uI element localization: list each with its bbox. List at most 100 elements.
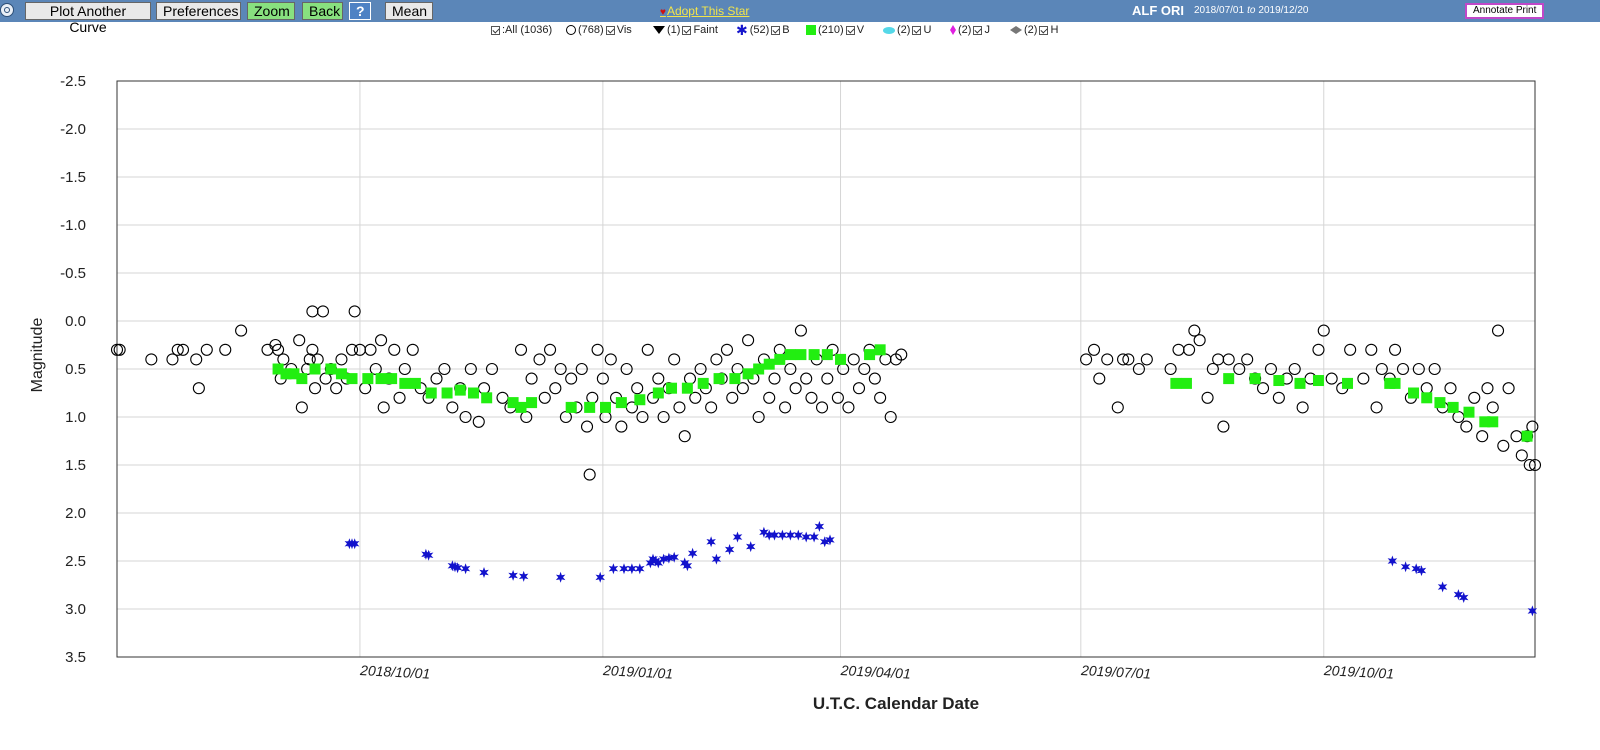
b-point — [344, 538, 355, 550]
vis-point — [335, 353, 348, 366]
v-point — [600, 401, 612, 413]
vis-point — [176, 343, 190, 356]
v-point — [1434, 397, 1446, 409]
v-point — [386, 373, 398, 385]
b-point — [801, 531, 811, 543]
checkbox-icon[interactable] — [1039, 25, 1049, 35]
plot-another-curve-button[interactable]: Plot Another Curve — [25, 2, 151, 35]
v-point — [1463, 406, 1475, 418]
checkbox-icon[interactable] — [973, 25, 983, 35]
b-point — [1387, 555, 1398, 567]
v-point — [454, 384, 466, 396]
legend-item-faint[interactable]: (1) Faint — [653, 24, 718, 36]
vis-point — [583, 468, 596, 481]
legend-item-v[interactable]: (210) V — [806, 24, 864, 36]
legend-item-vis[interactable]: (768) Vis — [566, 24, 632, 36]
y-tick-label: -0.5 — [60, 265, 86, 282]
vis-point — [1412, 362, 1425, 376]
b-point — [645, 557, 656, 569]
x-tick-label: 2019/07/01 — [1080, 662, 1152, 682]
vis-point — [1241, 353, 1254, 366]
b-point — [658, 553, 669, 565]
vis-point — [1188, 324, 1201, 337]
square-icon — [806, 25, 816, 35]
checkbox-icon[interactable] — [912, 25, 922, 35]
vis-point — [1491, 324, 1505, 337]
legend-item-all[interactable]: :All (1036) — [489, 24, 552, 36]
help-button[interactable]: ? — [349, 2, 371, 20]
vis-point — [815, 401, 829, 414]
v-point — [1273, 375, 1285, 387]
vis-point — [459, 410, 472, 424]
legend-count: (2) — [1024, 24, 1038, 36]
checkbox-icon[interactable] — [682, 25, 692, 35]
y-tick-label: 3.5 — [65, 649, 86, 666]
heart-icon: ♥ — [660, 7, 666, 18]
checkbox-icon[interactable] — [491, 25, 500, 35]
b-point — [1453, 589, 1464, 601]
b-point — [724, 544, 735, 555]
vis-point — [1497, 439, 1510, 452]
b-point — [809, 531, 819, 543]
checkbox-icon[interactable] — [605, 25, 615, 35]
legend-label: U — [923, 24, 932, 36]
v-point — [634, 394, 646, 406]
v-point — [697, 377, 709, 389]
vis-point — [1132, 362, 1145, 376]
vis-point — [514, 343, 528, 356]
settings-icon[interactable] — [0, 3, 14, 17]
circle-icon — [566, 25, 576, 35]
vis-point — [580, 420, 594, 433]
legend-item-u[interactable]: (2) U — [883, 24, 931, 36]
vis-point — [1111, 401, 1124, 414]
v-point — [1294, 377, 1306, 389]
vis-point — [1087, 343, 1101, 356]
checkbox-icon[interactable] — [771, 25, 781, 35]
vis-point — [842, 401, 855, 414]
vis-point — [1344, 343, 1357, 356]
back-button[interactable]: Back — [302, 2, 343, 20]
v-point — [507, 397, 519, 409]
b-point — [777, 529, 788, 541]
legend-item-b[interactable]: ✱ (52) B — [736, 22, 790, 38]
b-point — [627, 563, 637, 575]
x-tick-label: 2019/10/01 — [1323, 662, 1395, 682]
vis-point — [895, 348, 908, 361]
adopt-star-link[interactable]: ♥Adopt This Star — [660, 4, 749, 18]
v-point — [1447, 401, 1459, 413]
zoom-button[interactable]: Zoom — [247, 2, 295, 20]
series-b — [344, 520, 1538, 617]
v-point — [441, 387, 453, 399]
legend-item-j[interactable]: (2) J — [950, 24, 990, 36]
v-point — [565, 401, 577, 413]
b-point — [479, 567, 489, 578]
star-icon: ✱ — [736, 22, 748, 38]
v-point — [821, 349, 833, 361]
b-point — [785, 529, 796, 541]
v-point — [1180, 377, 1192, 389]
v-point — [467, 387, 479, 399]
v-point — [481, 392, 493, 404]
y-tick-label: 1.0 — [65, 409, 86, 426]
mean-button[interactable]: Mean — [385, 2, 433, 20]
legend-item-h[interactable]: (2) H — [1010, 24, 1058, 36]
v-point — [375, 373, 387, 385]
v-point — [362, 373, 374, 385]
vis-point — [1101, 353, 1114, 366]
annotate-print-button[interactable]: Annotate Print — [1465, 3, 1545, 19]
preferences-button[interactable]: Preferences — [156, 2, 241, 20]
vis-point — [852, 382, 866, 395]
vis-point — [377, 401, 390, 414]
vis-point — [789, 382, 802, 395]
checkbox-icon[interactable] — [845, 25, 855, 35]
vis-point — [742, 334, 755, 347]
vis-point — [596, 372, 609, 385]
v-point — [1342, 377, 1354, 389]
b-point — [664, 552, 674, 564]
vis-point — [1264, 362, 1277, 376]
diamond-icon — [950, 25, 956, 35]
b-point — [460, 563, 471, 575]
b-point — [764, 529, 774, 541]
vis-point — [668, 353, 681, 366]
